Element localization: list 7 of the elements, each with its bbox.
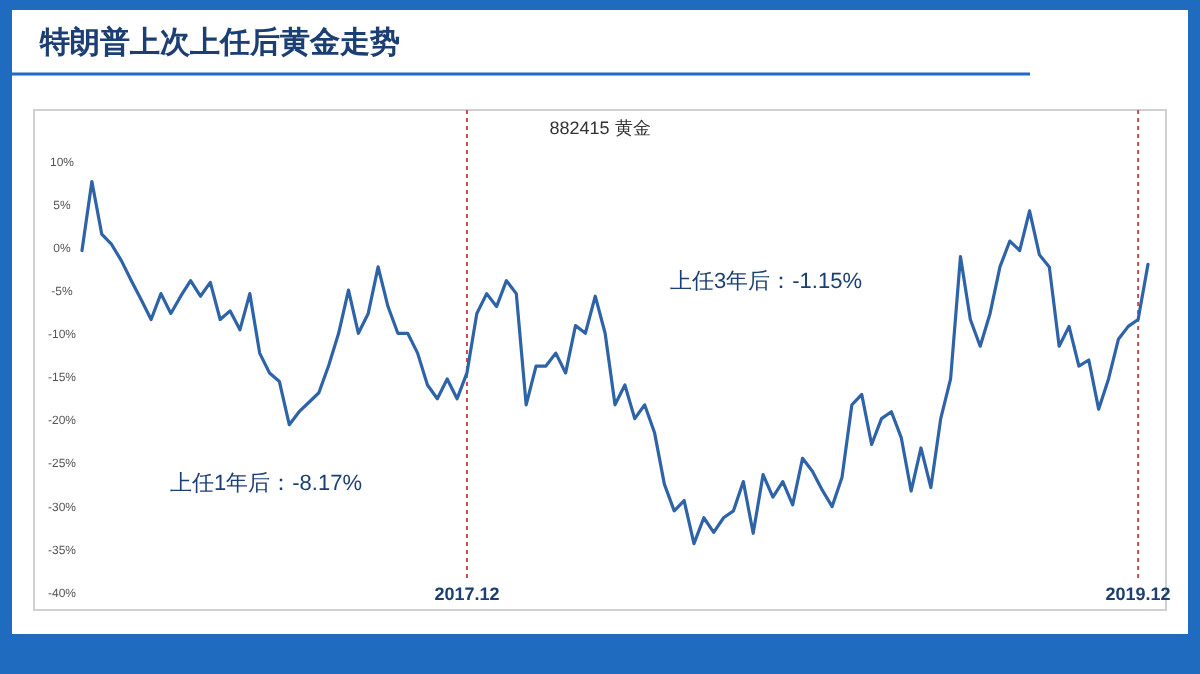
annotation: 上任1年后：-8.17% <box>170 470 363 496</box>
chart-title: 特朗普上次上任后黄金走势 <box>38 24 400 60</box>
x-tick-label: 2019.12 <box>1105 584 1171 604</box>
line-series <box>80 179 1150 546</box>
text: 882415 黄金 <box>549 118 651 138</box>
x-tick-label: 2017.12 <box>434 584 500 604</box>
annotation: 上任3年后：-1.15% <box>670 268 863 294</box>
